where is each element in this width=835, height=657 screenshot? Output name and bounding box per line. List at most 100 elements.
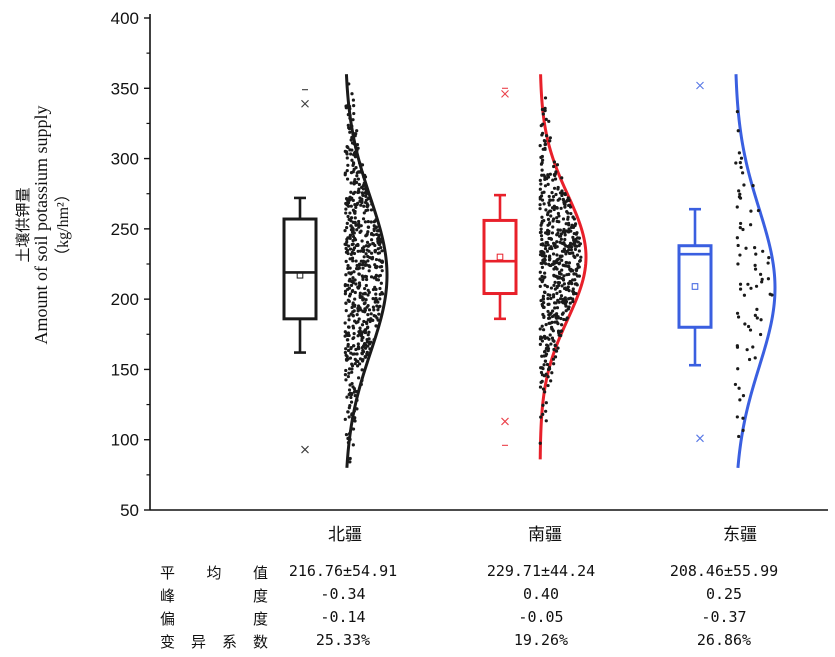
data-point xyxy=(363,175,368,179)
data-point xyxy=(575,253,580,257)
data-point xyxy=(369,251,374,255)
data-point xyxy=(346,236,350,240)
data-point xyxy=(547,302,551,306)
data-point xyxy=(363,291,367,295)
data-point xyxy=(355,407,359,411)
data-point xyxy=(378,237,382,241)
data-point xyxy=(561,263,565,267)
data-point xyxy=(542,260,546,264)
data-point xyxy=(369,208,374,212)
data-point xyxy=(351,427,356,431)
data-point xyxy=(565,260,569,265)
data-point xyxy=(566,244,570,249)
data-point xyxy=(540,107,545,112)
data-point xyxy=(540,373,545,377)
data-point xyxy=(343,292,347,296)
data-point xyxy=(347,325,351,329)
data-point xyxy=(768,292,772,296)
data-point xyxy=(737,195,742,199)
data-point xyxy=(361,277,365,281)
stats-cell: 0.40 xyxy=(522,585,560,603)
data-point xyxy=(547,236,551,241)
data-point xyxy=(566,307,570,311)
data-point xyxy=(553,344,557,348)
y-axis-title-unit: （kg/hm²） xyxy=(54,186,72,264)
data-point xyxy=(357,281,362,285)
data-point xyxy=(553,261,557,265)
data-point xyxy=(540,253,544,257)
stats-cell: -0.37 xyxy=(701,608,747,626)
data-point xyxy=(356,320,360,324)
density-curve xyxy=(344,74,389,468)
data-point xyxy=(541,387,546,391)
y-tick-label: 300 xyxy=(111,150,139,169)
outlier-marker xyxy=(501,417,509,426)
data-point xyxy=(555,291,559,295)
data-point xyxy=(364,283,368,288)
data-point xyxy=(347,286,352,290)
data-point xyxy=(541,294,546,298)
data-point xyxy=(371,242,376,246)
data-point xyxy=(558,297,563,301)
data-point xyxy=(538,385,543,389)
data-point xyxy=(577,249,581,253)
data-point xyxy=(560,189,564,193)
data-point xyxy=(738,226,742,230)
data-point xyxy=(564,222,568,226)
data-point xyxy=(343,373,348,377)
data-point xyxy=(370,238,374,242)
data-point xyxy=(351,288,355,293)
data-point xyxy=(547,321,551,325)
data-point xyxy=(351,301,355,305)
data-point xyxy=(738,282,743,286)
data-point xyxy=(552,217,556,221)
data-point xyxy=(571,287,575,291)
data-point xyxy=(550,191,554,195)
data-point xyxy=(539,298,543,303)
data-point xyxy=(349,283,354,287)
data-point xyxy=(352,332,356,336)
data-point xyxy=(346,348,351,353)
data-point xyxy=(361,248,366,252)
data-point xyxy=(540,265,545,269)
data-point xyxy=(367,269,371,273)
stats-cell: 208.46±55.99 xyxy=(669,562,779,580)
data-point xyxy=(744,246,748,250)
data-point xyxy=(361,217,366,221)
data-point xyxy=(349,395,353,400)
data-point xyxy=(356,189,360,193)
data-point xyxy=(359,203,363,207)
data-point xyxy=(348,277,352,281)
data-point xyxy=(350,370,354,374)
data-point xyxy=(554,265,558,269)
data-point xyxy=(360,345,364,350)
data-point xyxy=(565,273,569,277)
data-point xyxy=(366,318,370,322)
data-point xyxy=(539,194,544,198)
data-point xyxy=(544,401,548,405)
data-point xyxy=(738,192,742,196)
data-point xyxy=(365,352,369,356)
data-point xyxy=(361,335,365,340)
data-point xyxy=(559,316,563,321)
data-point xyxy=(366,313,370,317)
data-point xyxy=(372,308,376,312)
data-point xyxy=(365,233,369,237)
data-point xyxy=(553,287,557,291)
data-point xyxy=(346,199,350,203)
data-point xyxy=(538,197,542,201)
data-point xyxy=(559,329,564,333)
data-point xyxy=(357,263,361,267)
stats-row-label: 变异系数 xyxy=(160,633,268,651)
data-point xyxy=(766,277,771,281)
data-point xyxy=(350,158,354,162)
group-3: 东疆 xyxy=(677,74,777,545)
data-point xyxy=(355,129,359,133)
data-point xyxy=(542,315,546,319)
data-point xyxy=(552,339,556,343)
data-point xyxy=(546,243,550,247)
data-point xyxy=(365,277,369,282)
data-point xyxy=(555,284,560,289)
data-point xyxy=(546,182,550,186)
data-point xyxy=(554,274,558,279)
